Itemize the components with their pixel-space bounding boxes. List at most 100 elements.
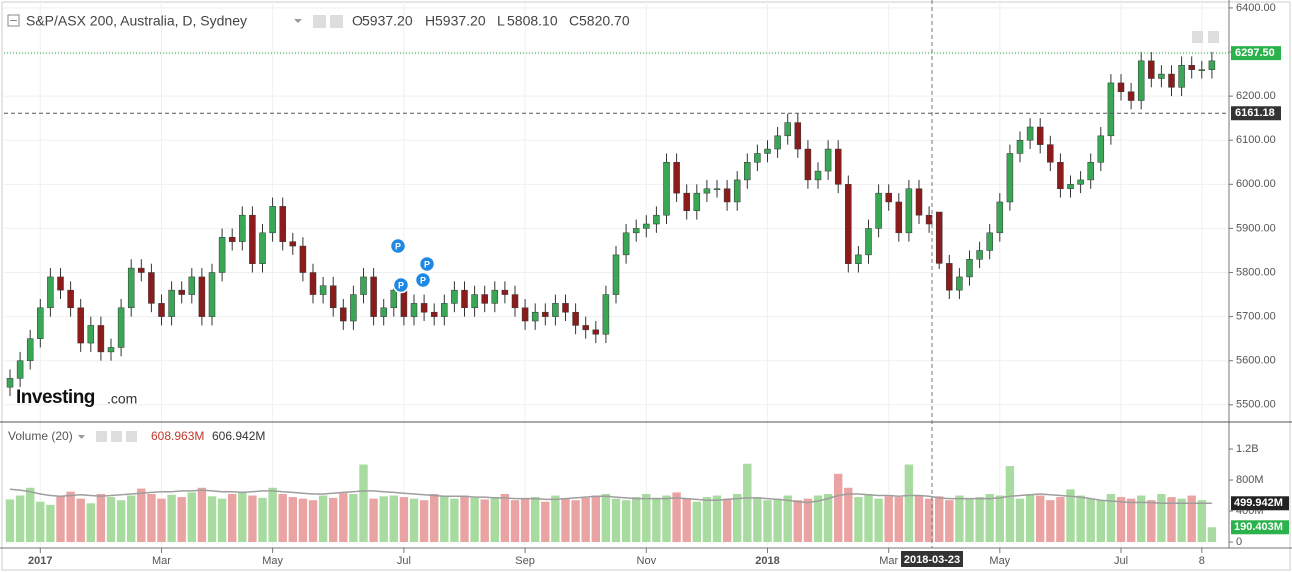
candle-body (57, 276, 64, 291)
volume-bar (904, 464, 914, 543)
dropdown-icon[interactable] (294, 19, 302, 23)
volume-bar (440, 496, 449, 543)
scroll-button[interactable] (1208, 31, 1219, 43)
settings-icon[interactable] (313, 15, 326, 28)
volume-bar (581, 497, 590, 543)
scroll-button[interactable] (1192, 31, 1203, 43)
chart-title: S&P/ASX 200, Australia, D, Sydney (26, 13, 247, 29)
x-tick-label: Mar (879, 555, 898, 567)
candle-body (572, 311, 579, 326)
volume-bar (228, 493, 237, 543)
volume-bar (1207, 527, 1217, 543)
volume-bar (15, 495, 25, 543)
volume-bar (510, 500, 520, 543)
candle-body (329, 285, 337, 309)
candle-body (1057, 162, 1064, 189)
y-tick-label: 5800.00 (1236, 266, 1276, 278)
y-tick-label: 5700.00 (1236, 311, 1276, 323)
volume-bar (1025, 493, 1035, 543)
settings-icon[interactable] (111, 431, 122, 442)
x-tick-label: Jul (1114, 555, 1128, 567)
volume-bar (86, 503, 95, 543)
volume-bar (1076, 495, 1085, 543)
volume-bar (1147, 500, 1156, 543)
candle-body (622, 232, 630, 256)
candle-body (542, 311, 549, 317)
candle-body (966, 259, 973, 278)
candle-body (1158, 73, 1165, 79)
candle-body (1097, 135, 1105, 163)
volume-bar (419, 500, 429, 543)
volume-bar (308, 500, 318, 543)
candle-body (552, 303, 559, 317)
x-tick-label: 8 (1199, 555, 1205, 567)
crosshair-date: 2018-03-23 (904, 554, 960, 566)
volume-bar (389, 495, 398, 543)
candle-body (845, 184, 852, 264)
event-marker[interactable] (392, 276, 410, 294)
volume-bar (379, 496, 388, 543)
event-marker[interactable] (389, 237, 407, 255)
candle-body (309, 272, 317, 295)
candle-body (521, 307, 529, 322)
candle-body (531, 311, 539, 322)
candle-body (461, 289, 468, 309)
y-tick-label: 6000.00 (1236, 178, 1276, 190)
candle-body (663, 162, 670, 216)
event-marker[interactable] (418, 255, 436, 273)
close-icon[interactable] (126, 431, 137, 442)
volume-bar (187, 492, 196, 543)
volume-bar (955, 495, 964, 543)
dropdown-icon[interactable] (78, 435, 85, 439)
x-tick-label: Mar (152, 555, 171, 567)
volume-bar (1005, 466, 1015, 543)
logo-suffix: .com (107, 391, 137, 407)
volume-bar (1015, 498, 1025, 543)
candle-body (218, 236, 226, 273)
candle-body (1178, 65, 1185, 88)
candle-body (976, 250, 983, 260)
last-price-badge (1231, 46, 1281, 61)
volume-bar (975, 497, 984, 543)
y-tick-label: 0 (1236, 536, 1242, 548)
candle-body (340, 307, 347, 322)
volume-bar (238, 491, 247, 543)
settings-icon[interactable] (330, 15, 343, 28)
settings-icon[interactable] (96, 431, 107, 442)
candle-body (380, 307, 387, 317)
candle-body (299, 245, 307, 273)
volume-ma-line (9, 488, 1212, 505)
volume-bar (844, 487, 853, 543)
candle-body (733, 179, 741, 203)
volume-bar (743, 463, 752, 543)
volume-bar (753, 497, 762, 543)
candle-body (1168, 73, 1175, 88)
candle-body (87, 325, 95, 344)
volume-bar (924, 498, 934, 543)
volume-bar (894, 497, 903, 543)
candle-body (1127, 91, 1135, 101)
event-marker-label: P (398, 280, 404, 290)
candle-body (673, 162, 680, 194)
volume-bar (288, 497, 297, 543)
candle-body (895, 201, 903, 234)
ohlc-letter: O (352, 13, 363, 29)
grid (4, 0, 1233, 553)
volume-bar (662, 495, 671, 543)
collapse-icon[interactable] (7, 14, 20, 27)
volume-bar (601, 493, 611, 543)
volume-bar (813, 495, 823, 543)
candle-body (1026, 126, 1034, 141)
last-price-label: 6297.50 (1235, 47, 1275, 59)
volume-bar (298, 498, 308, 543)
x-tick-label: May (989, 555, 1010, 567)
candle-body (653, 214, 660, 225)
y-tick-label: 5900.00 (1236, 222, 1276, 234)
candle-body (774, 135, 781, 150)
event-marker[interactable] (414, 271, 432, 289)
candle-body (996, 201, 1004, 234)
volume-legend-value: 608.963M (151, 429, 204, 443)
volume-bar (783, 495, 792, 543)
volume-bar (96, 493, 106, 543)
volume-bar (642, 493, 651, 543)
